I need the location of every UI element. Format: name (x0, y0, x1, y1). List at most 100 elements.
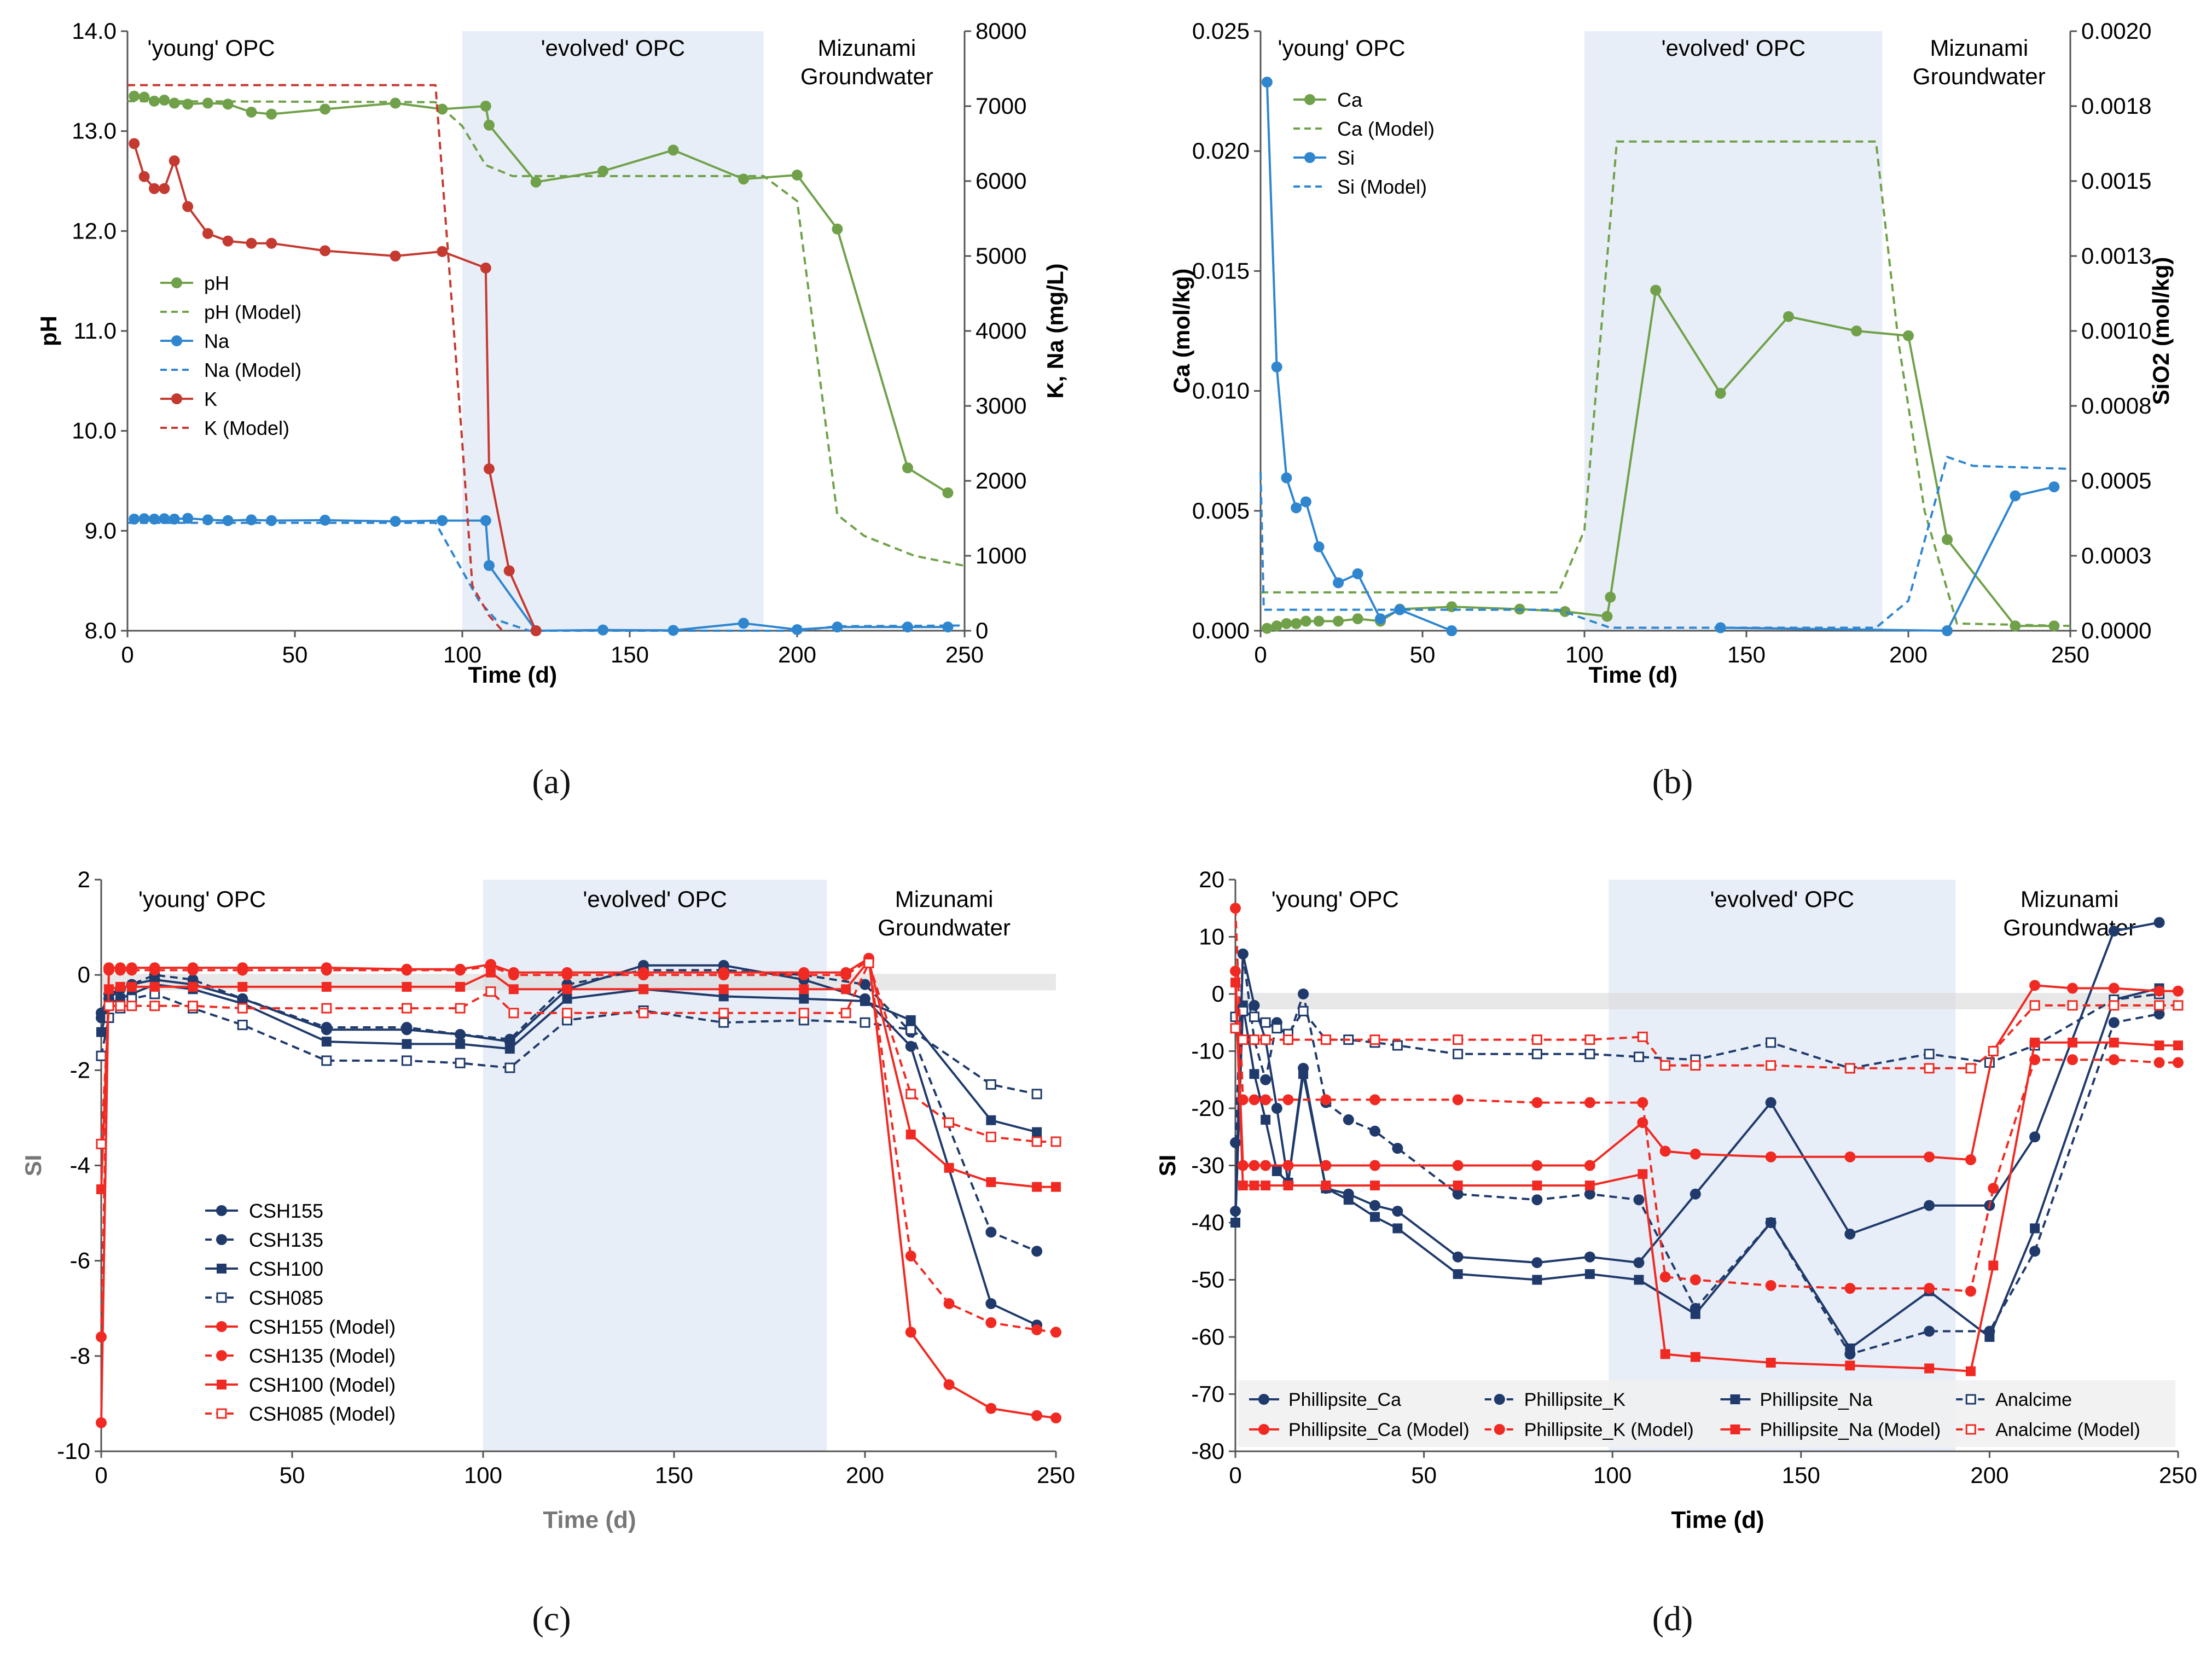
data-point (1237, 948, 1249, 960)
data-point (1633, 1257, 1645, 1269)
data-point (96, 1184, 106, 1195)
data-point (1238, 1034, 1249, 1045)
annotation-groundwater: Groundwater (800, 63, 933, 89)
y2-tick-label: 0.0018 (2081, 93, 2151, 119)
series-si-model- (1259, 456, 2071, 629)
data-point (1531, 1097, 1543, 1108)
data-point (169, 155, 180, 167)
data-point (1690, 1352, 1700, 1362)
data-point (562, 984, 572, 995)
data-point (1584, 1049, 1595, 1060)
data-point (1690, 1148, 1701, 1160)
chart-panel-d: 0 50 100 150 200 250 -80 -70 -60 -50 -40 -30 -20 -10 0… (1154, 867, 2197, 1638)
data-point (480, 101, 491, 112)
data-point (1584, 1181, 1595, 1191)
data-point (1032, 1182, 1042, 1192)
data-point (401, 1021, 413, 1033)
data-point (1924, 1049, 1935, 1060)
x-tick-label: 100 (443, 642, 481, 667)
data-point (1650, 284, 1662, 296)
y-tick-label: 0 (78, 962, 90, 987)
data-point (1531, 1257, 1543, 1269)
series-line (127, 521, 965, 632)
data-point (455, 964, 466, 976)
series-line (1259, 456, 2071, 629)
data-point (1271, 620, 1282, 632)
data-point (437, 246, 448, 257)
data-point (115, 981, 125, 992)
data-point (530, 176, 542, 188)
legend-marker (1494, 1424, 1505, 1435)
x-tick-label: 200 (778, 642, 816, 667)
annotation-young: 'young' OPC (1272, 886, 1399, 912)
data-point (1584, 1269, 1595, 1280)
data-point (562, 1008, 573, 1019)
data-point (2030, 1223, 2040, 1234)
data-point (504, 1062, 515, 1073)
x-tick-label: 200 (846, 1462, 884, 1488)
annotation-mizunami: Mizunami (1930, 35, 2028, 61)
legend-label: Ca (1337, 89, 1363, 111)
series-ca-model- (1261, 140, 2071, 627)
data-point (943, 1298, 955, 1310)
data-point (1584, 1188, 1595, 1200)
data-point (1924, 1363, 1935, 1374)
data-point (905, 1040, 916, 1052)
y2-tick-label: 0 (976, 618, 988, 643)
data-point (2108, 1017, 2120, 1028)
x-tick-label: 0 (1254, 642, 1267, 667)
y-tick-label: -6 (70, 1248, 90, 1274)
data-point (237, 964, 248, 976)
data-point (1660, 1060, 1671, 1071)
legend-marker (216, 1292, 227, 1303)
data-point (1300, 615, 1311, 627)
series-csh085 (96, 989, 1042, 1100)
annotation-young: 'young' OPC (1278, 35, 1405, 61)
data-point (798, 1008, 809, 1019)
y-axis-title: pH (36, 316, 61, 346)
data-point (485, 967, 496, 978)
data-point (1298, 989, 1309, 999)
data-point (1352, 568, 1363, 579)
y-axis-title: SI (20, 1155, 46, 1177)
data-point (129, 138, 140, 149)
data-point (792, 624, 803, 635)
y-tick-label: -80 (1191, 1438, 1224, 1464)
data-point (1298, 1069, 1309, 1079)
data-point (792, 170, 803, 181)
data-point (480, 262, 491, 274)
y-tick-label: -4 (70, 1153, 90, 1178)
data-point (1271, 1103, 1282, 1114)
y-tick-label: 2 (78, 867, 90, 892)
data-point (1766, 1358, 1776, 1368)
data-point (1452, 1251, 1464, 1263)
legend-marker (1965, 1424, 1976, 1435)
data-point (320, 245, 331, 257)
data-point (2153, 917, 2165, 928)
data-point (1230, 903, 1241, 914)
data-point (2108, 982, 2120, 994)
data-point (1281, 618, 1292, 629)
series-na-model- (127, 521, 965, 632)
data-point (1924, 1151, 1935, 1162)
data-point (667, 144, 679, 156)
y2-tick-label: 0.0003 (2081, 543, 2151, 568)
data-point (985, 1079, 996, 1090)
data-point (1352, 613, 1363, 625)
data-point (390, 251, 401, 261)
data-point (905, 1250, 916, 1261)
data-point (508, 969, 519, 981)
data-point (1369, 1034, 1380, 1045)
data-point (1050, 1136, 1061, 1147)
data-point (129, 90, 140, 102)
data-point (1452, 1188, 1464, 1200)
panel-caption: (c) (532, 1599, 571, 1638)
chart-panel-a: 0 50 100 150 200 250 8.0 9.0 10.0 11.0 12.0 13.0 14.… (36, 18, 1068, 801)
data-point (1659, 1271, 1671, 1283)
x-tick-label: 150 (611, 642, 649, 667)
data-point (1271, 361, 1282, 373)
series-line (1265, 82, 1453, 632)
legend-label: K (Model) (204, 417, 289, 439)
legend-label: Phillipsite_Ca (1288, 1389, 1401, 1410)
data-point (718, 1017, 729, 1028)
